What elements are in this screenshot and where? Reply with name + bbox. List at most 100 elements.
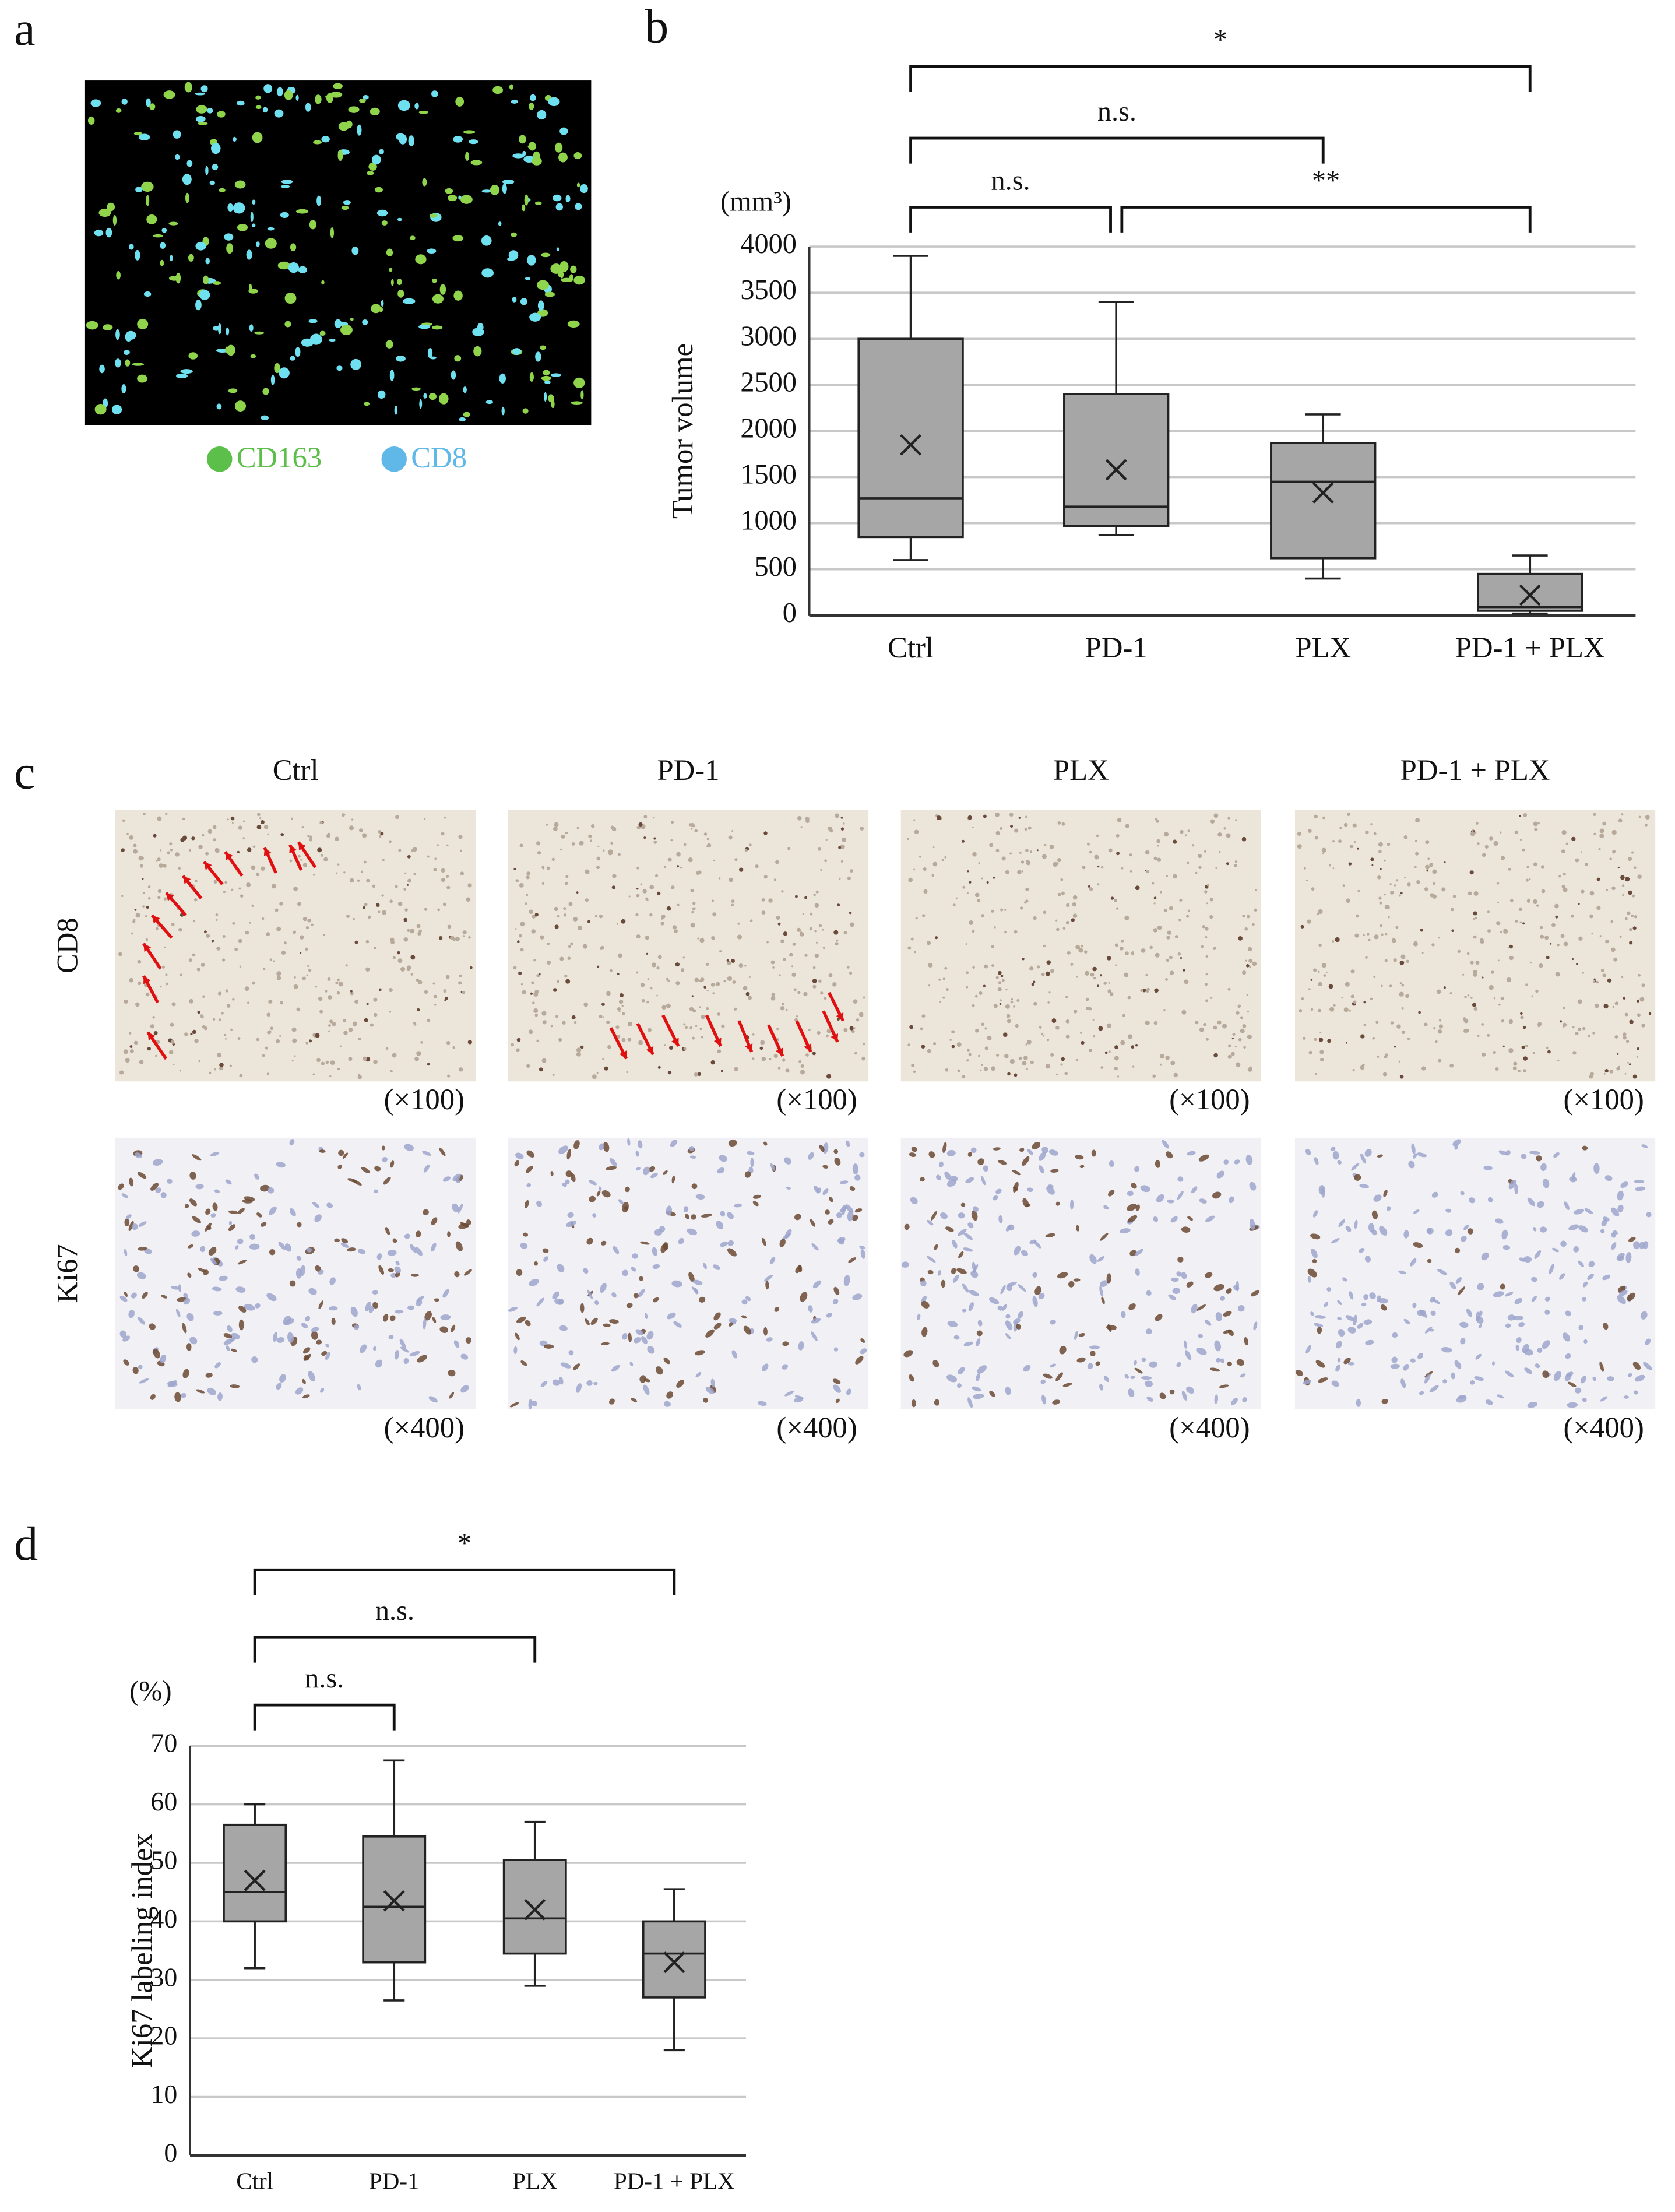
tissue-cell bbox=[266, 1293, 277, 1302]
tissue-cell bbox=[374, 1012, 378, 1017]
tissue-cell bbox=[1559, 1273, 1565, 1280]
tissue-cell bbox=[1005, 1320, 1013, 1331]
tissue-cell bbox=[551, 857, 555, 861]
cell-signal bbox=[502, 179, 515, 185]
tissue-cell bbox=[1583, 1339, 1588, 1344]
magnification-label: (×100) bbox=[776, 1083, 857, 1116]
tissue-cell bbox=[1117, 818, 1122, 822]
tissue-cell bbox=[1180, 956, 1183, 959]
tissue-cell bbox=[1235, 819, 1237, 821]
tissue-cell bbox=[915, 917, 918, 920]
tissue-cell bbox=[455, 1177, 460, 1183]
tissue-cell bbox=[1555, 915, 1558, 919]
tissue-cell bbox=[213, 1018, 216, 1021]
tissue-cell bbox=[1013, 1318, 1021, 1325]
tissue-cell bbox=[452, 1203, 459, 1212]
tissue-cell bbox=[609, 1319, 619, 1324]
tissue-cell bbox=[994, 926, 996, 929]
tissue-cell bbox=[636, 934, 641, 939]
tissue-cell bbox=[1572, 1026, 1575, 1029]
tissue-cell bbox=[974, 892, 980, 898]
tissue-cell bbox=[359, 1344, 367, 1353]
tissue-cell bbox=[967, 892, 969, 894]
tissue-cell bbox=[1205, 927, 1209, 931]
tissue-cell bbox=[587, 1289, 593, 1300]
cell-signal bbox=[343, 200, 351, 205]
tissue-image bbox=[900, 1137, 1261, 1409]
tissue-cell bbox=[637, 1289, 646, 1298]
tissue-cell bbox=[1565, 1353, 1571, 1359]
tissue-cell bbox=[685, 1214, 689, 1219]
tissue-cell bbox=[1231, 1398, 1238, 1405]
tissue-cell bbox=[1591, 933, 1593, 935]
tissue-cell bbox=[171, 1040, 175, 1044]
tissue-cell bbox=[343, 1018, 347, 1022]
tissue-cell bbox=[705, 1387, 715, 1394]
tissue-cell bbox=[585, 1318, 590, 1325]
tissue-cell bbox=[400, 1346, 410, 1353]
tissue-cell bbox=[1509, 899, 1514, 902]
tissue-cell bbox=[293, 930, 296, 934]
tissue-cell bbox=[652, 1247, 658, 1256]
tissue-cell bbox=[455, 1241, 463, 1252]
tissue-cell bbox=[610, 825, 614, 829]
cell-signal bbox=[265, 238, 277, 249]
tissue-cell bbox=[825, 839, 828, 841]
cell-signal bbox=[153, 234, 163, 238]
tissue-cell bbox=[337, 978, 340, 982]
box bbox=[502, 1859, 567, 1955]
tissue-cell bbox=[1353, 1314, 1357, 1325]
tissue-cell bbox=[1057, 821, 1061, 825]
cell-signal bbox=[535, 351, 541, 362]
tissue-cell bbox=[131, 1292, 137, 1299]
tissue-cell bbox=[942, 996, 945, 999]
tissue-cell bbox=[171, 923, 175, 926]
tissue-cell bbox=[814, 1186, 819, 1194]
tissue-cell bbox=[321, 854, 323, 857]
tissue-cell bbox=[1040, 1379, 1046, 1384]
tissue-cell bbox=[711, 936, 715, 940]
mean-marker bbox=[663, 1951, 685, 1974]
tissue-cell bbox=[192, 1216, 201, 1223]
tissue-cell bbox=[1398, 1270, 1407, 1275]
tissue-cell bbox=[1168, 1294, 1176, 1300]
cell-signal bbox=[422, 178, 427, 187]
cell-signal bbox=[248, 289, 258, 294]
tissue-cell bbox=[1152, 1074, 1156, 1078]
arrow-head bbox=[298, 842, 306, 851]
tissue-cell bbox=[1029, 850, 1032, 853]
tissue-cell bbox=[663, 1401, 671, 1407]
tissue-cell bbox=[635, 1329, 644, 1336]
tissue-cell bbox=[1415, 818, 1420, 823]
x-tick-label: PD-1 bbox=[1085, 631, 1148, 664]
tissue-cell bbox=[1312, 1210, 1318, 1218]
tissue-cell bbox=[1114, 1045, 1118, 1049]
tissue-cell bbox=[809, 927, 813, 931]
tissue-cell bbox=[392, 1053, 397, 1058]
tissue-cell bbox=[1328, 984, 1333, 989]
tissue-cell bbox=[1373, 832, 1377, 835]
box bbox=[223, 1823, 287, 1923]
tissue-cell bbox=[1351, 1162, 1360, 1171]
tissue-cell bbox=[1378, 842, 1383, 847]
tissue-cell bbox=[1384, 959, 1388, 962]
tissue-cell bbox=[291, 1060, 294, 1062]
tissue-cell bbox=[1088, 885, 1090, 888]
tissue-cell bbox=[522, 1232, 529, 1237]
tissue-cell bbox=[766, 1337, 773, 1342]
tissue-cell bbox=[576, 891, 579, 894]
tissue-cell bbox=[330, 1060, 335, 1065]
tissue-cell bbox=[621, 919, 626, 924]
tissue-cell bbox=[1039, 1026, 1042, 1029]
tissue-cell bbox=[946, 1149, 956, 1156]
tissue-cell bbox=[981, 914, 985, 918]
tissue-cell bbox=[1191, 844, 1195, 847]
tissue-cell bbox=[1400, 954, 1406, 959]
tissue-cell bbox=[223, 891, 226, 894]
significance-label: n.s. bbox=[991, 165, 1030, 196]
cell-signal bbox=[90, 99, 101, 107]
tissue-cell bbox=[1206, 884, 1209, 887]
tissue-cell bbox=[559, 848, 562, 851]
arrow-head bbox=[646, 1046, 654, 1055]
y-tick-label: 3500 bbox=[740, 275, 797, 305]
